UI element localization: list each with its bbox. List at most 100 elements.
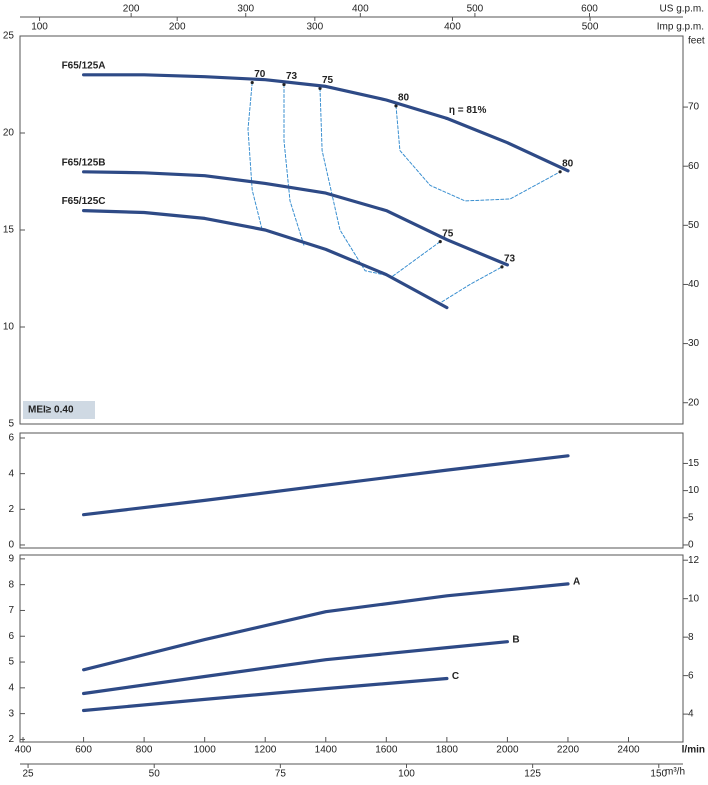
y2-tick-label: 20 (688, 397, 700, 408)
badge-bg (23, 401, 95, 419)
curve (81, 209, 449, 310)
y2-tick-label: 30 (688, 338, 700, 349)
y2-tick-label: 50 (688, 220, 700, 231)
y-tick-label: 0 (8, 540, 14, 551)
x2-tick-label: 150 (650, 769, 667, 780)
efficiency-label: 73 (286, 71, 298, 82)
x2-tick-label: 50 (149, 769, 161, 780)
x-axis-label: l/min (682, 745, 705, 756)
efficiency-label: 73 (504, 254, 516, 265)
efficiency-point (558, 170, 562, 174)
efficiency-label: 75 (322, 75, 334, 86)
y2-tick-label: 12 (688, 555, 700, 566)
y2-tick-label: 70 (688, 102, 700, 113)
curve (81, 454, 570, 517)
x2-axis-label: m³/h (665, 767, 685, 778)
top-tick-label: 500 (467, 4, 484, 15)
x-tick-label: 1400 (315, 745, 338, 756)
curve (81, 676, 449, 713)
x-tick-label: 1200 (254, 745, 277, 756)
top-tick-label: 500 (582, 22, 599, 33)
efficiency-point (282, 82, 286, 87)
y-tick-label: 9 (8, 554, 14, 565)
efficiency-point (438, 240, 442, 244)
series-label: B (512, 634, 519, 645)
efficiency-curve (395, 105, 561, 202)
x2-tick-label: 125 (524, 769, 541, 780)
curve (81, 640, 509, 696)
top-axis-label: Imp g.p.m. (657, 22, 704, 33)
x2-tick-label: 75 (275, 769, 287, 780)
top-tick-label: 300 (237, 4, 254, 15)
badge: MEI≥ 0.40 (28, 405, 74, 416)
x-tick-label: 1800 (436, 745, 459, 756)
efficiency-curve (319, 87, 441, 278)
efficiency-curve (247, 82, 263, 231)
y-tick-label: 15 (3, 225, 15, 236)
panel-frame (19, 554, 684, 743)
efficiency-label: 80 (398, 92, 410, 103)
x2-tick-label: 25 (23, 769, 35, 780)
efficiency-curve (283, 84, 305, 246)
efficiency-label: η = 81% (449, 105, 487, 116)
y-tick-label: 5 (8, 419, 14, 430)
y2-tick-label: 5 (688, 512, 694, 523)
y-tick-label: 4 (8, 468, 14, 479)
efficiency-curve (441, 266, 503, 303)
x-tick-label: 400 (15, 745, 32, 756)
efficiency-point (318, 86, 322, 90)
efficiency-point (250, 80, 254, 85)
panel-frame (19, 432, 684, 549)
x-tick-label: 1600 (375, 745, 398, 756)
x-tick-label: 800 (136, 745, 153, 756)
series-label: A (573, 577, 580, 588)
series-label: F65/125B (62, 157, 106, 168)
y2-tick-label: 10 (688, 593, 700, 604)
y-tick-label: 5 (8, 657, 14, 668)
curve (81, 582, 570, 672)
y-tick-label: 4 (8, 682, 14, 693)
curve (81, 73, 570, 173)
top-tick-label: 400 (444, 22, 461, 33)
y-tick-label: 3 (8, 708, 14, 719)
y2-tick-label: 8 (688, 632, 694, 643)
top-tick-label: 100 (31, 22, 48, 33)
y-tick-label: 8 (8, 579, 14, 590)
y-tick-label: 25 (3, 31, 15, 42)
y2-tick-label: 4 (688, 709, 694, 720)
x-tick-label: 1000 (194, 745, 217, 756)
series-label: C (452, 671, 459, 682)
y2-axis-label: feet (688, 36, 705, 47)
y2-tick-label: 60 (688, 161, 700, 172)
x-tick-label: 2200 (557, 745, 580, 756)
efficiency-label: 70 (254, 69, 266, 80)
y2-tick-label: 40 (688, 279, 700, 290)
efficiency-label: 75 (442, 228, 454, 239)
x-tick-label: 2000 (496, 745, 519, 756)
series-label: F65/125C (62, 196, 106, 207)
efficiency-point (394, 104, 398, 108)
x2-tick-label: 100 (398, 769, 415, 780)
y2-tick-label: 6 (688, 670, 694, 681)
top-axis-label: US g.p.m. (660, 4, 704, 15)
y-tick-label: 6 (8, 433, 14, 444)
x-tick-label: 2400 (617, 745, 640, 756)
curve (81, 170, 509, 267)
top-tick-label: 200 (123, 4, 140, 15)
x-tick-label: 600 (75, 745, 92, 756)
y2-tick-label: 0 (688, 540, 694, 551)
y-tick-label: 7 (8, 605, 14, 616)
series-label: F65/125A (62, 60, 106, 71)
efficiency-point (500, 265, 504, 269)
panel-frame (19, 35, 684, 425)
top-tick-label: 400 (352, 4, 369, 15)
y-tick-label: 10 (3, 322, 15, 333)
y-tick-label: 6 (8, 631, 14, 642)
top-tick-label: 200 (169, 22, 186, 33)
y-tick-label: 20 (3, 128, 15, 139)
y-tick-label: 2 (8, 504, 14, 515)
y-tick-label: 2 (8, 734, 14, 745)
top-tick-label: 300 (306, 22, 323, 33)
